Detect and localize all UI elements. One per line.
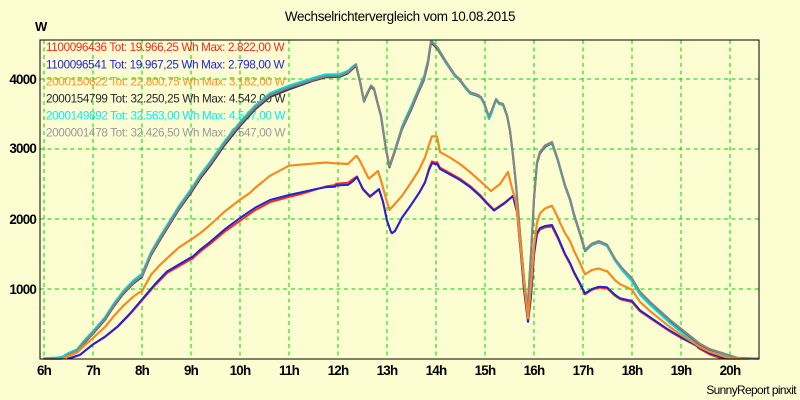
svg-text:10h: 10h bbox=[230, 363, 251, 378]
svg-text:18h: 18h bbox=[622, 363, 643, 378]
svg-text:2000: 2000 bbox=[9, 212, 36, 227]
svg-text:2000150622 Tot: 22.800,75 Wh M: 2000150622 Tot: 22.800,75 Wh Max: 3.182,… bbox=[46, 75, 285, 88]
svg-text:14h: 14h bbox=[426, 363, 447, 378]
svg-text:12h: 12h bbox=[328, 363, 349, 378]
svg-text:11h: 11h bbox=[279, 363, 300, 378]
svg-text:6h: 6h bbox=[37, 363, 52, 378]
svg-text:19h: 19h bbox=[671, 363, 692, 378]
svg-text:SunnyReport pinxit: SunnyReport pinxit bbox=[706, 383, 797, 397]
svg-text:W: W bbox=[35, 19, 48, 34]
svg-text:2000001478 Tot: 32.426,50 Wh M: 2000001478 Tot: 32.426,50 Wh Max: 4.547,… bbox=[46, 127, 285, 140]
svg-text:20h: 20h bbox=[720, 363, 741, 378]
svg-text:3000: 3000 bbox=[9, 141, 36, 156]
svg-text:4000: 4000 bbox=[9, 72, 36, 87]
svg-text:1000: 1000 bbox=[9, 282, 36, 297]
svg-text:1100096541 Tot: 19.967,25 Wh M: 1100096541 Tot: 19.967,25 Wh Max: 2.798,… bbox=[46, 58, 285, 71]
svg-text:8h: 8h bbox=[135, 363, 150, 378]
svg-text:15h: 15h bbox=[475, 363, 496, 378]
svg-text:9h: 9h bbox=[184, 363, 199, 378]
svg-text:17h: 17h bbox=[573, 363, 594, 378]
svg-text:Wechselrichtervergleich vom 10: Wechselrichtervergleich vom 10.08.2015 bbox=[285, 9, 515, 24]
svg-text:16h: 16h bbox=[524, 363, 545, 378]
svg-text:13h: 13h bbox=[377, 363, 398, 378]
svg-text:2000149892 Tot: 32.563,00 Wh M: 2000149892 Tot: 32.563,00 Wh Max: 4.547,… bbox=[46, 110, 285, 123]
svg-text:2000154799 Tot: 32.250,25 Wh M: 2000154799 Tot: 32.250,25 Wh Max: 4.542,… bbox=[46, 93, 285, 106]
svg-text:7h: 7h bbox=[86, 363, 101, 378]
svg-text:1100096436 Tot: 19.966,25 Wh M: 1100096436 Tot: 19.966,25 Wh Max: 2.822,… bbox=[46, 41, 285, 54]
